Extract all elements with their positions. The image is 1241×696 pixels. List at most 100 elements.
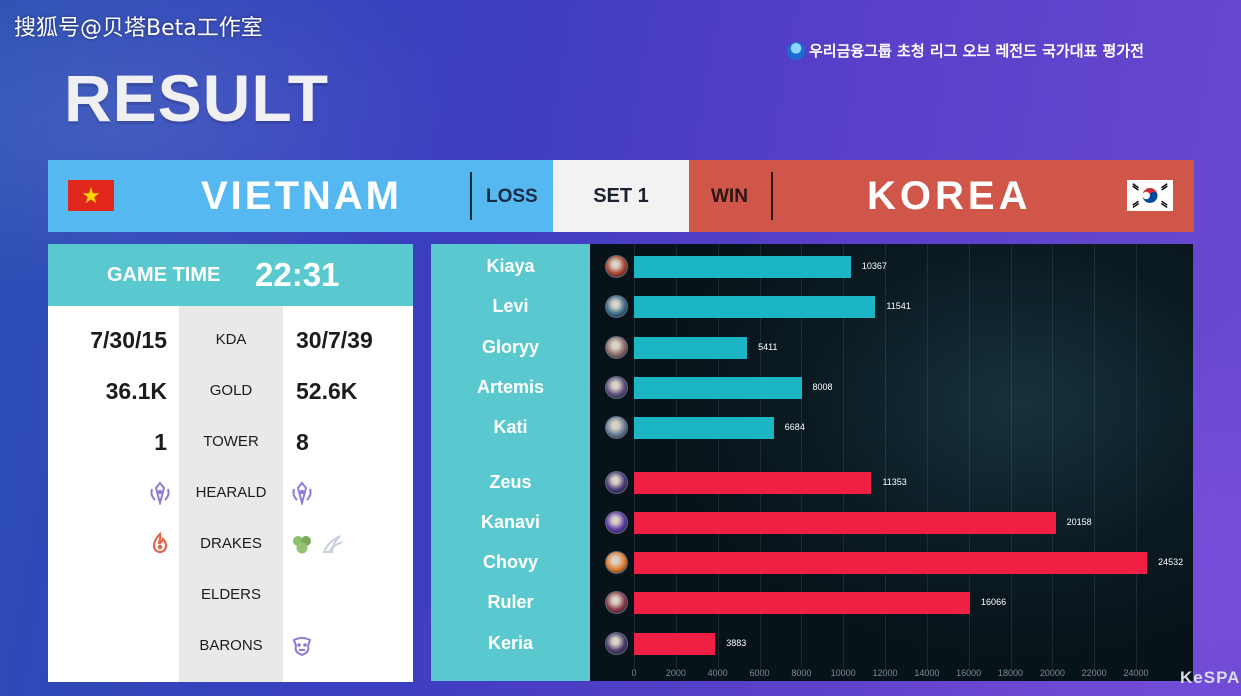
chart-plot-area: 0 2000 4000 6000 8000 10000 12000 14000 16000 180… bbox=[590, 244, 1193, 681]
x-tick-label: 2000 bbox=[665, 668, 686, 678]
gold-bar bbox=[634, 337, 748, 359]
gridline bbox=[926, 244, 928, 669]
x-tick-label: 6000 bbox=[749, 668, 770, 678]
champion-portrait-icon bbox=[605, 295, 628, 318]
player-name-label: Zeus bbox=[489, 472, 532, 492]
kda-left: 7/30/15 bbox=[90, 327, 167, 353]
player-name-label: Levi bbox=[492, 296, 529, 316]
event-title-text: 우리금융그룹 초청 리그 오브 레전드 국가대표 평가전 bbox=[809, 42, 1144, 60]
player-name-label: Kanavi bbox=[480, 512, 541, 532]
elders-label: ELDERS bbox=[200, 586, 262, 603]
divider bbox=[771, 172, 773, 220]
champion-portrait-icon bbox=[605, 591, 628, 614]
gold-value-label: 11541 bbox=[886, 301, 911, 311]
gold-bar bbox=[634, 552, 1148, 574]
player-name-label: Ruler bbox=[487, 592, 534, 612]
game-time-label: GAME TIME bbox=[107, 264, 221, 286]
herald-icon bbox=[292, 481, 312, 505]
gold-bar bbox=[634, 377, 802, 399]
champion-portrait-icon bbox=[605, 511, 628, 534]
tower-right: 8 bbox=[296, 429, 309, 455]
cloud-drake-icon bbox=[322, 535, 343, 554]
team-right-panel: WIN KOREA bbox=[689, 160, 1194, 232]
gold-bar bbox=[634, 592, 971, 614]
player-name-label: Kiaya bbox=[486, 256, 535, 276]
stat-row-drakes: DRAKES bbox=[48, 529, 413, 559]
champion-portrait-icon bbox=[605, 551, 628, 574]
gridline bbox=[843, 244, 845, 669]
kespa-logo: KeSPA bbox=[1180, 668, 1241, 687]
x-tick-label: 0 bbox=[631, 668, 637, 678]
gridline bbox=[675, 244, 677, 669]
kda-label: KDA bbox=[215, 331, 247, 348]
gold-value-label: 10367 bbox=[861, 261, 887, 271]
stat-row-kda: 7/30/15 KDA 30/7/39 bbox=[48, 325, 413, 355]
gridline bbox=[1094, 244, 1096, 669]
x-tick-label: 12000 bbox=[872, 668, 898, 678]
player-name-label: Kati bbox=[493, 417, 528, 437]
game-time-bar: GAME TIME 22:31 bbox=[48, 244, 413, 306]
team-right-name: KOREA bbox=[867, 174, 1032, 218]
player-name-label: Gloryy bbox=[481, 337, 540, 357]
game-time-value: 22:31 bbox=[255, 256, 340, 293]
player-name-label: Keria bbox=[487, 633, 534, 653]
gold-value-label: 16066 bbox=[981, 597, 1007, 607]
barons-label: BARONS bbox=[199, 637, 263, 654]
x-tick-label: 16000 bbox=[956, 668, 982, 678]
team-right-result: WIN bbox=[711, 186, 748, 207]
infernal-drake-icon bbox=[152, 532, 168, 554]
x-tick-label: 20000 bbox=[1039, 668, 1065, 678]
champion-portrait-icon bbox=[605, 376, 628, 399]
gridline bbox=[801, 244, 803, 669]
x-tick-label: 24000 bbox=[1123, 668, 1149, 678]
champion-portrait-icon bbox=[605, 632, 628, 655]
champion-portrait-icon bbox=[605, 255, 628, 278]
x-tick-label: 18000 bbox=[997, 668, 1024, 678]
watermark: 搜狐号@贝塔Beta工作室 bbox=[14, 16, 263, 41]
gold-bar bbox=[634, 417, 774, 439]
gold-bar bbox=[634, 633, 716, 655]
gold-left: 36.1K bbox=[105, 378, 167, 404]
stat-row-gold: 36.1K GOLD 52.6K bbox=[48, 376, 413, 406]
gold-right: 52.6K bbox=[296, 378, 358, 404]
gold-value-label: 8008 bbox=[812, 382, 833, 392]
team-left-panel: ★ VIETNAM LOSS bbox=[48, 160, 553, 232]
gold-bar bbox=[634, 296, 876, 318]
player-gold-chart: Kiaya Levi Gloryy Artemis Kati Zeus Kanavi Chov… bbox=[431, 244, 1193, 681]
player-names-column: Kiaya Levi Gloryy Artemis Kati Zeus Kanavi Chov… bbox=[431, 244, 590, 681]
gold-bar bbox=[634, 472, 872, 494]
x-tick-label: 22000 bbox=[1081, 668, 1107, 678]
stat-label-column bbox=[179, 306, 283, 682]
korea-flag-icon bbox=[1127, 180, 1173, 211]
team-left-name: VIETNAM bbox=[201, 174, 402, 218]
gridline bbox=[968, 244, 970, 669]
herald-icon bbox=[150, 481, 170, 505]
champion-portrait-icon bbox=[605, 336, 628, 359]
gridline bbox=[634, 244, 635, 669]
kda-right: 30/7/39 bbox=[296, 327, 373, 353]
gridline bbox=[1136, 244, 1137, 669]
x-tick-label: 4000 bbox=[707, 668, 728, 678]
baron-icon bbox=[292, 637, 312, 657]
x-tick-label: 8000 bbox=[791, 668, 812, 678]
divider bbox=[470, 172, 472, 220]
match-header: ★ VIETNAM LOSS SET 1 WIN KOREA bbox=[48, 160, 1194, 232]
gold-value-label: 3883 bbox=[726, 638, 747, 648]
stat-row-tower: 1 TOWER 8 bbox=[48, 427, 413, 457]
stat-row-herald: HEARALD bbox=[48, 478, 413, 508]
gold-value-label: 20158 bbox=[1066, 517, 1092, 527]
sponsor-logo-icon bbox=[787, 41, 805, 60]
gold-value-label: 11353 bbox=[882, 477, 907, 487]
set-label: SET 1 bbox=[553, 160, 689, 232]
gold-label: GOLD bbox=[209, 382, 253, 399]
gridline bbox=[759, 244, 761, 669]
tower-left: 1 bbox=[154, 429, 167, 455]
drakes-label: DRAKES bbox=[200, 535, 262, 552]
champion-portrait-icon bbox=[605, 416, 628, 439]
vietnam-flag-icon: ★ bbox=[68, 180, 114, 211]
tower-label: TOWER bbox=[203, 433, 259, 450]
stats-panel: GAME TIME 22:31 7/30/15 KDA 30/7/39 36.1… bbox=[48, 244, 413, 682]
gridline bbox=[717, 244, 719, 669]
gold-value-label: 5411 bbox=[758, 342, 778, 352]
x-tick-label: 10000 bbox=[830, 668, 856, 678]
